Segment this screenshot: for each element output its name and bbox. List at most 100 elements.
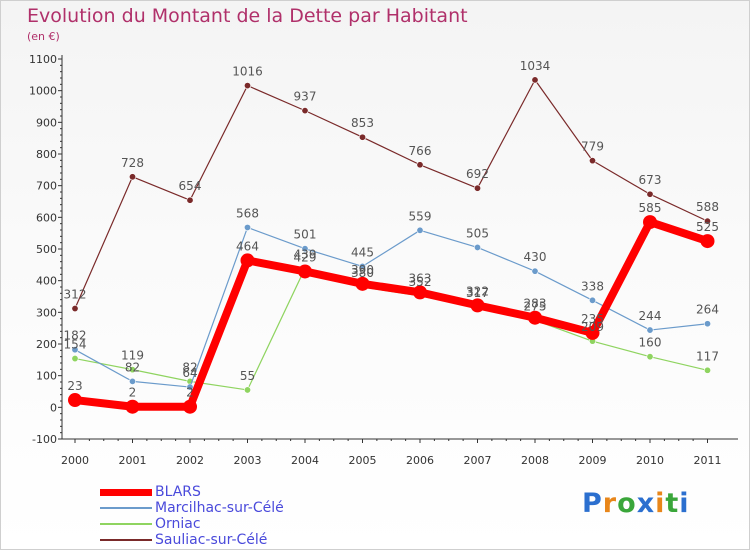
data-label: 352 — [409, 275, 432, 289]
data-point — [646, 326, 654, 334]
legend-label: Orniac — [155, 516, 201, 532]
data-point — [528, 310, 542, 325]
data-point — [473, 243, 481, 251]
x-tick-label: 2007 — [464, 454, 492, 467]
data-label: 2 — [186, 386, 194, 400]
y-tick-label: 600 — [36, 211, 57, 224]
data-point — [703, 320, 711, 328]
data-label: 766 — [409, 144, 432, 158]
data-point — [355, 276, 370, 291]
data-point — [244, 223, 252, 231]
series-line-blars — [71, 218, 712, 411]
data-point — [413, 285, 427, 300]
logo-letter: o — [617, 488, 637, 519]
legend-swatch — [100, 523, 152, 525]
legend-label: Sauliac-sur-Célé — [155, 532, 268, 548]
data-point — [646, 353, 654, 361]
data-label: 568 — [236, 206, 259, 220]
data-label: 322 — [466, 284, 489, 298]
data-label: 779 — [581, 140, 604, 154]
logo-letter: i — [655, 488, 666, 519]
data-point — [183, 399, 197, 414]
data-label: 445 — [351, 245, 374, 259]
data-point — [298, 264, 312, 279]
data-point — [473, 184, 481, 192]
data-label: 654 — [179, 179, 202, 193]
data-label: 64 — [182, 366, 197, 380]
data-label: 728 — [121, 156, 144, 170]
data-point — [416, 161, 424, 169]
y-tick-label: 300 — [36, 306, 57, 319]
data-point — [186, 196, 194, 204]
x-tick-label: 2010 — [636, 454, 664, 467]
legend-item: BLARS — [100, 484, 400, 500]
y-tick-label: 800 — [36, 148, 57, 161]
data-point — [129, 173, 137, 181]
x-tick-label: 2000 — [61, 454, 89, 467]
data-label: 23 — [67, 379, 82, 393]
data-label: 119 — [121, 349, 144, 363]
data-label: 559 — [409, 209, 432, 223]
logo-letter: P — [582, 488, 603, 519]
legend-label: BLARS — [155, 484, 201, 500]
data-label: 525 — [696, 220, 719, 234]
logo-letter: r — [602, 488, 618, 519]
logo-letter: x — [636, 488, 656, 519]
x-tick-label: 2005 — [349, 454, 377, 467]
data-point — [643, 215, 657, 230]
x-tick-label: 2009 — [579, 454, 607, 467]
data-label: 937 — [294, 90, 317, 104]
data-label: 312 — [64, 288, 87, 302]
data-point — [240, 253, 255, 268]
data-point — [585, 325, 600, 340]
data-point — [588, 157, 596, 165]
data-label: 2 — [129, 386, 137, 400]
legend-item: Marcilhac-sur-Célé — [100, 500, 400, 516]
x-tick-label: 2001 — [119, 454, 147, 467]
data-label: 585 — [639, 201, 662, 215]
data-label: 692 — [466, 167, 489, 181]
data-label: 390 — [351, 263, 374, 277]
legend-swatch — [100, 488, 152, 496]
legend-label: Marcilhac-sur-Célé — [155, 500, 284, 516]
y-tick-label: 900 — [36, 116, 57, 129]
data-label: 182 — [64, 329, 87, 343]
data-label: 55 — [240, 369, 255, 383]
data-point — [125, 399, 140, 414]
data-label: 501 — [294, 228, 317, 242]
data-label: 429 — [294, 250, 317, 264]
data-label: 363 — [409, 271, 432, 285]
legend-swatch — [100, 539, 152, 541]
data-point — [68, 393, 82, 408]
data-label: 1034 — [520, 59, 551, 73]
data-label: 82 — [182, 360, 197, 374]
data-label: 82 — [125, 360, 140, 374]
series-line-marcilhac-sur-c-l- — [74, 226, 709, 388]
data-point — [71, 346, 79, 354]
x-tick-label: 2006 — [406, 454, 434, 467]
x-tick-label: 2004 — [291, 454, 319, 467]
data-label: 160 — [639, 336, 662, 350]
data-label: 464 — [236, 239, 259, 253]
series-line-sauliac-sur-c-l- — [74, 79, 709, 310]
data-point — [703, 217, 711, 225]
x-tick-label: 2011 — [694, 454, 722, 467]
chart-subtitle: (en €) — [27, 30, 60, 43]
data-point — [129, 377, 137, 385]
data-label: 117 — [696, 349, 719, 363]
chart-title: Evolution du Montant de la Dette par Hab… — [27, 5, 468, 27]
y-tick-label: 100 — [36, 370, 57, 383]
line-chart: -100 0 100 200 300 400 500 600 700 800 900 1000 1100… — [29, 53, 738, 467]
y-tick-label: -100 — [32, 433, 57, 446]
data-point — [71, 355, 79, 363]
data-label: 505 — [466, 226, 489, 240]
data-point — [301, 107, 309, 115]
data-label: 338 — [581, 279, 604, 293]
x-tick-label: 2003 — [234, 454, 262, 467]
data-label: 209 — [581, 320, 604, 334]
data-point — [244, 386, 252, 394]
data-label: 380 — [351, 266, 374, 280]
x-tick-label: 2008 — [521, 454, 549, 467]
y-tick-label: 0 — [50, 401, 57, 414]
data-point — [358, 133, 366, 141]
